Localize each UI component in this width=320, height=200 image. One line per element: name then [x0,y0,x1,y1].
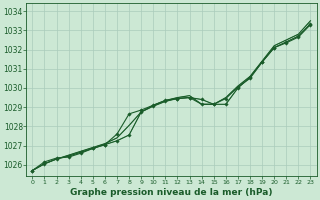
X-axis label: Graphe pression niveau de la mer (hPa): Graphe pression niveau de la mer (hPa) [70,188,273,197]
